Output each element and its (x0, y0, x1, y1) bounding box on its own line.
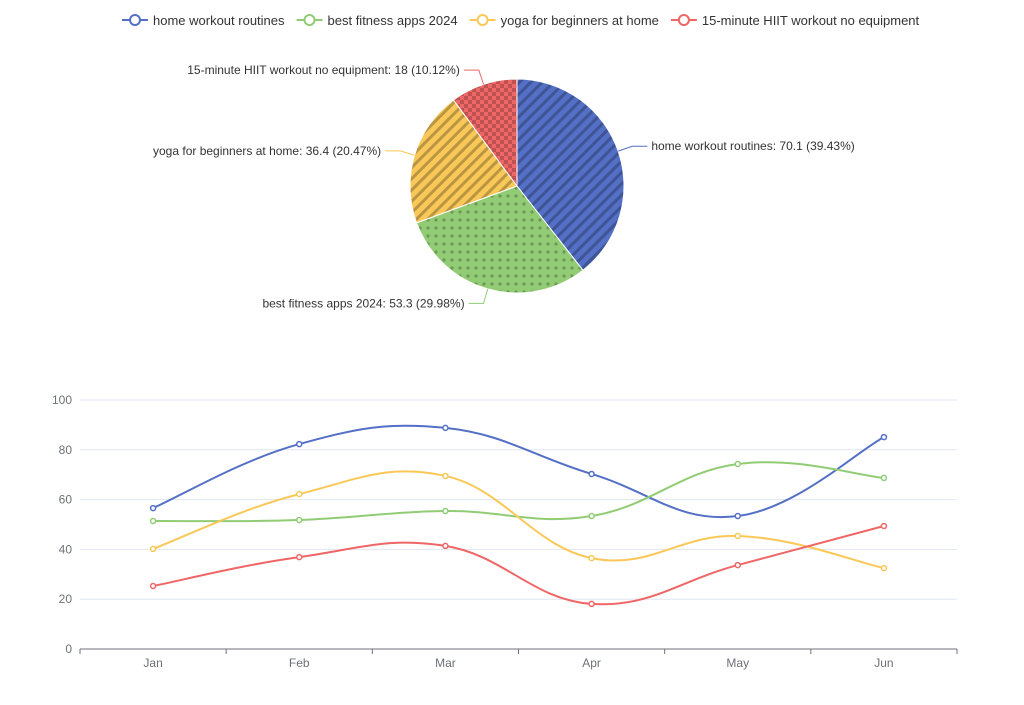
data-point (734, 561, 741, 569)
data-point (588, 470, 595, 478)
series-line-2 (152, 470, 885, 570)
data-point (149, 545, 157, 553)
legend-label: best fitness apps 2024 (328, 13, 458, 28)
legend-circle-icon (677, 14, 690, 26)
data-point (149, 582, 157, 590)
pie-label: home workout routines: 70.1 (39.43%) (651, 139, 854, 153)
data-point (296, 553, 303, 561)
y-tick-label: 40 (59, 542, 73, 556)
legend-item-0[interactable]: home workout routines (122, 13, 285, 28)
pie-label: yoga for beginners at home: 36.4 (20.47%… (153, 144, 381, 158)
pie-chart: home workout routines: 70.1 (39.43%) best… (153, 63, 855, 310)
data-point (734, 460, 741, 468)
y-tick-label: 100 (52, 393, 72, 407)
line-chart: 0 20 40 60 80 100 Jan Feb Mar Apr May Jun (52, 393, 958, 670)
data-point (880, 564, 888, 572)
x-tick-label: Jan (143, 656, 162, 670)
pie-slice-2 (409, 99, 518, 224)
data-point (149, 517, 157, 525)
pie-label-line (385, 150, 415, 156)
data-point (588, 600, 595, 608)
data-point (734, 532, 741, 540)
pie-label-line (617, 145, 648, 152)
data-point (296, 516, 303, 524)
data-point (442, 507, 449, 515)
legend-item-1[interactable]: best fitness apps 2024 (296, 13, 458, 28)
data-point (442, 424, 449, 432)
y-tick-label: 20 (59, 592, 73, 606)
y-tick-label: 80 (59, 443, 73, 457)
legend: home workout routines best fitness apps 2… (122, 13, 920, 28)
x-tick-label: Mar (435, 656, 456, 670)
x-tick-label: Jun (874, 656, 893, 670)
y-tick-label: 60 (59, 493, 73, 507)
legend-item-2[interactable]: yoga for beginners at home (469, 13, 659, 28)
data-point (880, 522, 888, 530)
pie-label: best fitness apps 2024: 53.3 (29.98%) (262, 296, 464, 310)
legend-label: yoga for beginners at home (501, 13, 659, 28)
legend-circle-icon (476, 14, 489, 26)
x-tick-label: Feb (289, 656, 310, 670)
pie-slice-0 (516, 78, 625, 271)
data-point (880, 474, 888, 482)
data-point (588, 512, 595, 520)
data-point (442, 472, 449, 480)
data-point (734, 512, 741, 520)
pie-label: 15-minute HIIT workout no equipment: 18 … (187, 63, 460, 77)
legend-label: home workout routines (153, 13, 285, 28)
series-line-0 (152, 424, 885, 519)
data-point (588, 554, 595, 562)
data-point (296, 490, 303, 498)
series-line-3 (152, 525, 885, 606)
series-line-1 (153, 461, 885, 523)
y-tick-label: 0 (65, 642, 72, 656)
data-point (442, 542, 449, 550)
data-point (149, 504, 157, 512)
data-point (296, 440, 303, 448)
pie-slice-3 (452, 78, 518, 188)
pie-label-line (468, 288, 489, 304)
legend-circle-icon (303, 14, 316, 26)
x-tick-label: May (726, 656, 749, 670)
pie-label-line (463, 69, 485, 85)
legend-circle-icon (129, 14, 141, 26)
pie-slice-1 (415, 185, 584, 294)
legend-label: 15-minute HIIT workout no equipment (702, 13, 920, 28)
x-tick-label: Apr (582, 656, 601, 670)
data-point (880, 433, 888, 441)
legend-item-3[interactable]: 15-minute HIIT workout no equipment (670, 13, 920, 28)
